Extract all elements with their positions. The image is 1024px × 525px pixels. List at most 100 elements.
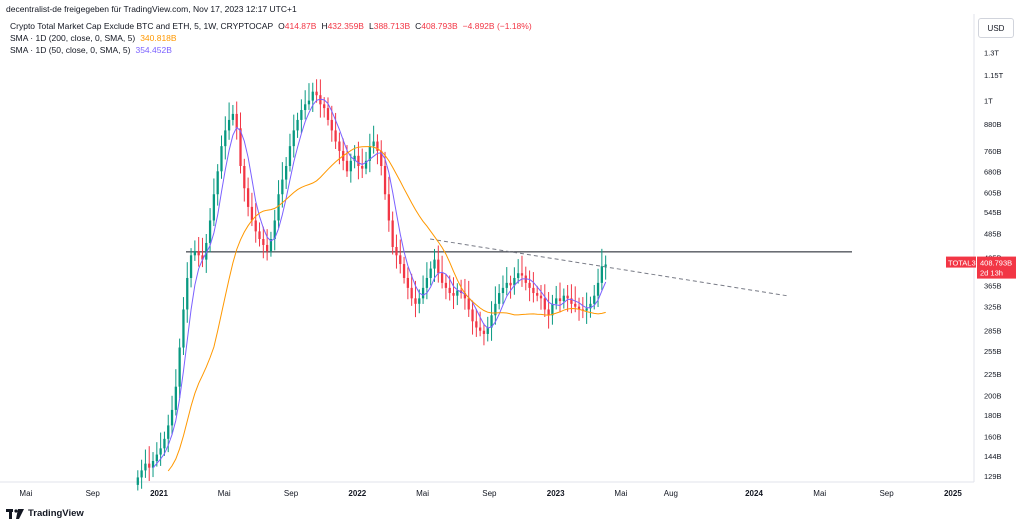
y-tick-label: 1.15T [984, 71, 1004, 80]
candle-body [231, 113, 235, 120]
candle-body [433, 259, 436, 269]
candle-body [574, 303, 577, 307]
x-tick-label: Sep [284, 489, 299, 498]
sma50-value: 354.452B [135, 45, 172, 55]
candle-body [444, 282, 448, 288]
candle-body [300, 110, 303, 120]
y-tick-label: 255B [984, 347, 1002, 356]
candle-body [604, 264, 607, 267]
candle-body [513, 277, 516, 286]
candle-body [494, 303, 497, 316]
shared-by-line: decentralist-de freigegeben für TradingV… [6, 4, 297, 14]
x-tick-label: Mai [416, 489, 429, 498]
y-tick-label: 225B [984, 370, 1002, 379]
candle-body [517, 273, 520, 278]
candle-body [144, 463, 147, 471]
y-tick-label: 485B [984, 229, 1002, 238]
candle-body [326, 108, 330, 120]
low-value: 388.713B [373, 21, 411, 31]
tradingview-brand: TradingView [28, 508, 84, 519]
x-tick-label: 2021 [150, 489, 168, 498]
sma200-line [167, 146, 606, 472]
symbol-tag-box [946, 256, 976, 268]
x-tick-label: Mai [614, 489, 627, 498]
chart-legend: Crypto Total Market Cap Exclude BTC and … [10, 20, 532, 56]
candle-body [258, 231, 261, 240]
candle-body [262, 239, 265, 245]
candle-body [467, 298, 470, 310]
candle-body [364, 160, 368, 169]
candle-body [246, 188, 250, 207]
candle-body [323, 104, 326, 109]
y-tick-label: 285B [984, 327, 1002, 336]
candle-body [205, 242, 208, 260]
candle-body [566, 295, 569, 299]
candle-body [227, 119, 231, 131]
candle-body [463, 293, 467, 299]
candle-body [224, 130, 227, 147]
candle-body [482, 330, 486, 334]
candle-body [425, 277, 429, 288]
candle-body [528, 282, 531, 288]
candle-body [155, 454, 158, 462]
candle-body [421, 287, 425, 299]
high-label: H [321, 21, 328, 31]
candle-body [281, 179, 284, 195]
candle-body [596, 282, 600, 296]
y-tick-label: 1.3T [984, 49, 999, 58]
candle-body [353, 155, 356, 161]
candle-body [368, 146, 371, 161]
candle-body [330, 119, 333, 131]
symbol-title[interactable]: Crypto Total Market Cap Exclude BTC and … [10, 21, 274, 31]
sma50-legend-row[interactable]: SMA · 1D (50, close, 0, SMA, 5) 354.452B [10, 44, 532, 56]
candle-body [536, 293, 539, 296]
candle-body [399, 255, 402, 265]
candle-body [178, 347, 181, 387]
candle-body [475, 321, 478, 328]
candle-body [285, 165, 288, 180]
candle-body [437, 259, 440, 274]
y-tick-label: 760B [984, 147, 1002, 156]
y-tick-label: 129B [984, 472, 1002, 481]
candle-body [577, 306, 581, 310]
candle-body [140, 470, 143, 478]
change-value: −4.892B (−1.18%) [462, 21, 532, 31]
tradingview-logo-icon [6, 508, 24, 519]
currency-button[interactable]: USD [978, 18, 1014, 38]
candle-body [163, 438, 166, 449]
candle-body [589, 303, 592, 309]
candle-body [159, 448, 162, 455]
candle-body [167, 425, 170, 439]
candle-body [440, 273, 444, 283]
candle-body [239, 128, 242, 166]
candle-body [277, 194, 280, 221]
candle-body [558, 298, 562, 302]
price-tag-box [977, 256, 1016, 279]
candle-body [250, 206, 254, 221]
candle-body [189, 255, 193, 278]
candle-body [349, 160, 352, 172]
candle-body [338, 141, 341, 151]
candle-body [395, 246, 398, 256]
candle-body [585, 308, 588, 311]
candle-body [307, 100, 311, 105]
x-tick-label: Mai [19, 489, 32, 498]
candle-body [593, 295, 596, 304]
y-tick-label: 1T [984, 97, 993, 106]
candle-body [304, 104, 307, 111]
sma200-legend-row[interactable]: SMA · 1D (200, close, 0, SMA, 5) 340.818… [10, 32, 532, 44]
candle-body [151, 461, 155, 468]
candle-body [471, 309, 474, 322]
candle-body [372, 141, 375, 147]
candle-body [357, 155, 360, 166]
candle-body [490, 315, 493, 328]
y-tick-label: 325B [984, 303, 1002, 312]
candle-body [543, 298, 546, 310]
candle-body [193, 251, 197, 256]
candle-body [562, 295, 565, 302]
candle-body [197, 251, 200, 256]
candle-body [148, 463, 151, 468]
candle-body [254, 220, 257, 232]
candle-body [182, 309, 185, 348]
